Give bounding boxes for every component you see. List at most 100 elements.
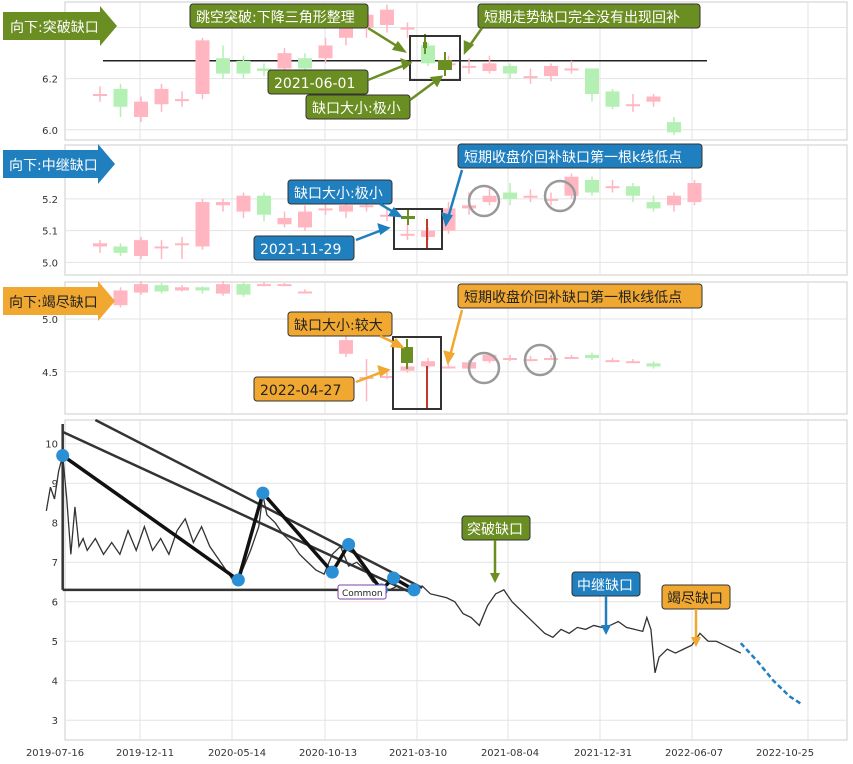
gap-candle-body — [438, 60, 452, 70]
candle-body — [154, 246, 169, 249]
candle-body — [380, 375, 394, 378]
x-tick-label: 2019-12-11 — [116, 748, 174, 759]
candle-body — [462, 65, 476, 68]
candle-body — [482, 195, 497, 203]
y-tick-label: 5 — [52, 637, 58, 648]
candle-body — [441, 366, 456, 369]
annotation-breakaway-not-filled: 短期走势缺口完全没有出现回补 — [477, 3, 701, 29]
candle-body — [646, 96, 661, 102]
x-tick-label: 2019-07-16 — [26, 748, 84, 759]
candle-body — [503, 192, 517, 199]
y-tick-label: 5.1 — [42, 227, 58, 238]
label-continuation-gap: 中继缺口 — [571, 571, 641, 635]
candle-body — [236, 60, 251, 74]
gap-box-3 — [392, 336, 442, 410]
common-label: Common — [337, 584, 387, 600]
candle-body — [626, 361, 640, 364]
annotation-exhaustion-fill: 短期收盘价回补缺口第一根k线低点 — [457, 283, 703, 309]
candle-body — [482, 63, 497, 71]
candle-body — [175, 243, 189, 246]
candle-body — [113, 88, 128, 107]
candle-body — [421, 361, 435, 367]
label-breakaway-gap: 突破缺口 — [461, 515, 531, 583]
tag-continuation-text: 向下:中继缺口 — [9, 158, 98, 174]
y-tick-label: 9 — [52, 479, 58, 490]
y-tick-label: 5.2 — [42, 195, 58, 206]
y-tick-label: 8 — [52, 519, 58, 530]
tag-exhaustion-text: 向下:竭尽缺口 — [9, 295, 98, 311]
circle-markers-panel-2 — [467, 179, 577, 218]
candle-body — [93, 94, 107, 96]
pivot-point — [342, 537, 356, 551]
candle-body — [339, 205, 353, 212]
y-tick-label: 5.0 — [42, 258, 58, 269]
panel-1-frame — [64, 1, 848, 141]
candle-body — [134, 284, 148, 293]
y-tick-label: 4 — [52, 677, 58, 688]
candle-body — [605, 360, 620, 363]
candle-body — [113, 246, 128, 253]
tag-breakaway-gap: 向下:突破缺口 — [3, 6, 117, 46]
candle-body — [503, 358, 517, 361]
gap-candle-body — [401, 347, 413, 363]
candle-body — [277, 284, 292, 287]
pivot-point — [256, 486, 270, 500]
svg-text:短期走势缺口完全没有出现回补: 短期走势缺口完全没有出现回补 — [484, 9, 680, 26]
candle-body — [523, 76, 538, 79]
tag-exhaustion-gap: 向下:竭尽缺口 — [3, 281, 115, 321]
candle-body — [544, 65, 558, 77]
candle-body — [216, 202, 230, 206]
x-tick-label: 2022-10-25 — [756, 748, 814, 759]
annotation-continuation-date: 2021-11-29 — [253, 235, 355, 261]
arrows-panel-3 — [355, 309, 464, 384]
candle-body — [216, 284, 230, 294]
candle-body — [257, 284, 271, 287]
pivot-point — [56, 449, 70, 463]
candle-body — [236, 284, 251, 295]
svg-text:缺口大小:极小: 缺口大小:极小 — [294, 186, 383, 202]
candle-body — [195, 202, 210, 247]
x-tick-label: 2021-12-31 — [574, 748, 632, 759]
candle-body — [585, 68, 599, 94]
annotation-exhaustion-size: 缺口大小:较大 — [287, 311, 393, 337]
annotation-continuation-size: 缺口大小:极小 — [287, 179, 393, 205]
arrows-panel-2 — [355, 169, 464, 242]
candle-body — [646, 202, 661, 209]
candle-body — [421, 45, 435, 64]
panel-2-frame — [64, 144, 848, 276]
annotation-breakaway-pattern: 跳空突破:下降三角形整理 — [189, 3, 369, 29]
svg-text:2021-11-29: 2021-11-29 — [260, 242, 341, 258]
projection-line — [739, 642, 803, 706]
gap-candle-body — [426, 374, 428, 402]
panel-3-frame — [64, 281, 848, 415]
candle-body — [195, 40, 210, 94]
candle-body — [359, 205, 374, 208]
candle-body — [626, 186, 640, 196]
svg-text:缺口大小:较大: 缺口大小:较大 — [294, 318, 383, 334]
tag-continuation-gap: 向下:中继缺口 — [3, 144, 115, 184]
candle-body — [93, 243, 107, 247]
triangle-upper-line — [62, 430, 415, 595]
x-tick-label: 2021-03-10 — [389, 748, 447, 759]
candle-body — [318, 208, 333, 211]
candle-body — [667, 195, 681, 206]
price-line — [45, 455, 742, 674]
candle-body — [687, 183, 702, 203]
candle-body — [400, 233, 415, 236]
candle-body — [339, 340, 353, 354]
circle-markers-panel-3 — [467, 343, 557, 385]
candle-body — [154, 285, 169, 292]
annotation-breakaway-date: 2021-06-01 — [267, 69, 369, 95]
candle-body — [175, 287, 189, 291]
y-tick-label: 6.2 — [42, 75, 58, 86]
candle-body — [523, 195, 538, 198]
candle-body — [380, 9, 394, 25]
y-tick-label: 7 — [52, 558, 58, 569]
y-tick-label: 5.0 — [42, 315, 58, 326]
candle-body — [134, 101, 148, 117]
candle-body — [298, 58, 312, 69]
candle-body — [175, 99, 189, 102]
candle-body — [298, 291, 312, 294]
annotation-exhaustion-date: 2022-04-27 — [253, 376, 355, 402]
